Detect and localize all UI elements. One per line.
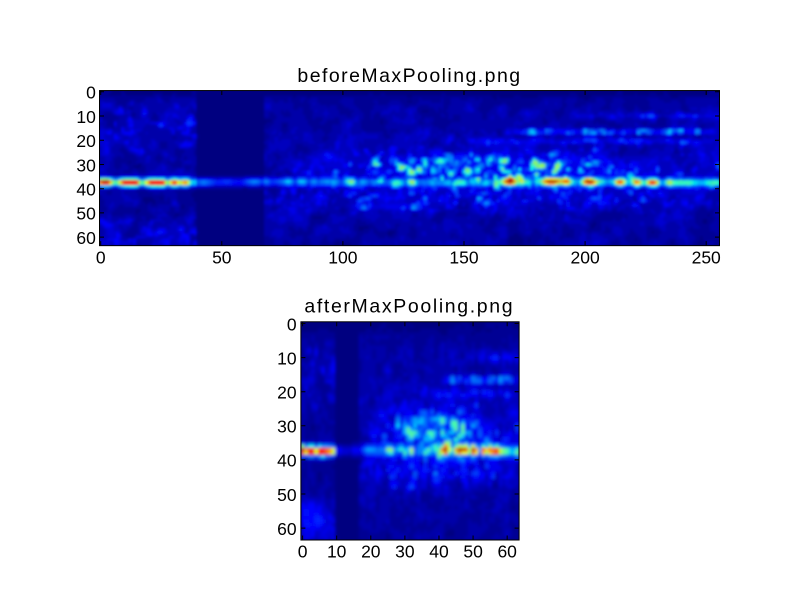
svg-text:0: 0 bbox=[298, 542, 308, 562]
svg-text:30: 30 bbox=[76, 155, 96, 175]
svg-text:afterMaxPooling.png: afterMaxPooling.png bbox=[304, 295, 514, 317]
svg-text:60: 60 bbox=[497, 542, 517, 562]
svg-text:100: 100 bbox=[328, 248, 357, 268]
svg-text:50: 50 bbox=[212, 248, 232, 268]
svg-text:50: 50 bbox=[277, 485, 297, 505]
svg-text:200: 200 bbox=[570, 248, 599, 268]
svg-text:30: 30 bbox=[395, 542, 415, 562]
svg-text:beforeMaxPooling.png: beforeMaxPooling.png bbox=[297, 65, 521, 87]
svg-text:20: 20 bbox=[277, 383, 297, 403]
svg-text:250: 250 bbox=[692, 248, 721, 268]
svg-text:40: 40 bbox=[277, 451, 297, 471]
svg-text:40: 40 bbox=[429, 542, 449, 562]
svg-text:60: 60 bbox=[277, 519, 297, 539]
svg-text:50: 50 bbox=[76, 204, 96, 224]
svg-text:60: 60 bbox=[76, 228, 96, 248]
svg-text:0: 0 bbox=[287, 314, 297, 334]
svg-text:10: 10 bbox=[277, 348, 297, 368]
svg-text:10: 10 bbox=[76, 107, 96, 127]
svg-text:150: 150 bbox=[449, 248, 478, 268]
svg-text:20: 20 bbox=[361, 542, 381, 562]
svg-text:40: 40 bbox=[76, 180, 96, 200]
svg-text:0: 0 bbox=[86, 83, 96, 103]
svg-text:50: 50 bbox=[463, 542, 483, 562]
svg-text:30: 30 bbox=[277, 417, 297, 437]
svg-text:10: 10 bbox=[327, 542, 347, 562]
svg-text:0: 0 bbox=[96, 248, 106, 268]
svg-text:20: 20 bbox=[76, 131, 96, 151]
